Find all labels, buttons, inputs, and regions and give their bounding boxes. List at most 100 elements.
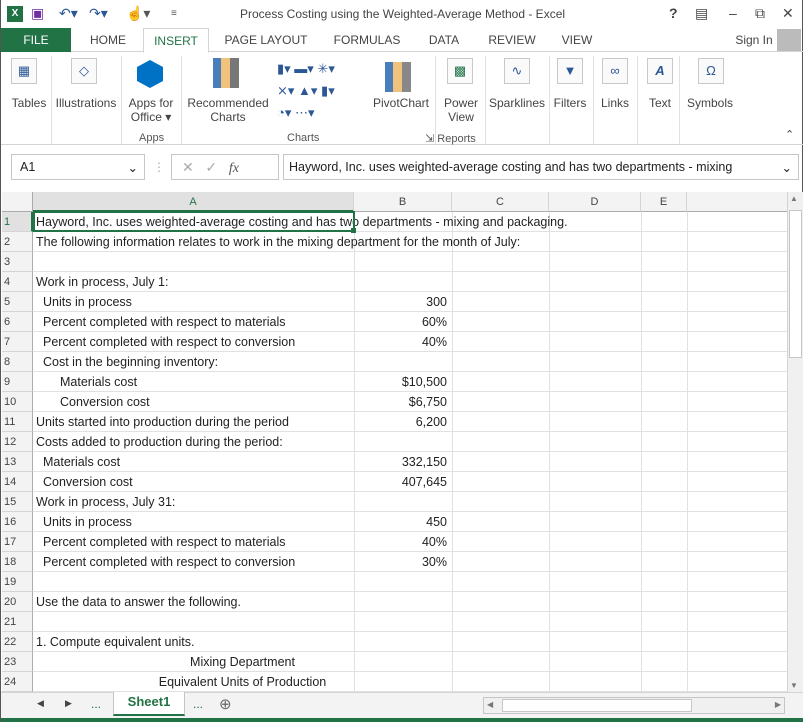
next-sheet-icon[interactable]: ▶ bbox=[65, 698, 72, 708]
undo-icon[interactable]: ↶▾ bbox=[59, 5, 78, 21]
cancel-icon[interactable]: ✕ bbox=[182, 159, 194, 175]
cell-a[interactable]: Equivalent Units of Production bbox=[158, 675, 327, 689]
row-header[interactable]: 10 bbox=[2, 392, 33, 412]
recommended-charts-button[interactable]: Recommended Charts bbox=[185, 96, 271, 124]
cell-b[interactable]: 60% bbox=[421, 315, 447, 329]
cell-a[interactable]: Units started into production during the… bbox=[36, 415, 289, 429]
cell-a[interactable]: The following information relates to wor… bbox=[36, 235, 521, 249]
more-sheets-left[interactable]: ... bbox=[91, 697, 102, 711]
sheet-tab-sheet1[interactable]: Sheet1 bbox=[113, 692, 185, 716]
illustrations-button[interactable]: Illustrations bbox=[55, 96, 117, 110]
splitter-icon[interactable]: ⋮ bbox=[153, 160, 165, 174]
cell-a[interactable]: 1. Compute equivalent units. bbox=[36, 635, 195, 649]
column-header-a[interactable]: A bbox=[33, 192, 354, 212]
column-header-e[interactable]: E bbox=[641, 192, 687, 212]
row-header[interactable]: 7 bbox=[2, 332, 33, 352]
minimize-icon[interactable]: – bbox=[729, 5, 737, 21]
cell-a[interactable]: Percent completed with respect to materi… bbox=[43, 315, 286, 329]
cell-b[interactable]: 6,200 bbox=[415, 415, 447, 429]
scroll-right-icon[interactable]: ▶ bbox=[774, 700, 781, 709]
cell-a[interactable]: Costs added to production during the per… bbox=[36, 435, 283, 449]
touch-mode-icon[interactable]: ☝▾ bbox=[126, 5, 151, 21]
cell-b[interactable]: 332,150 bbox=[401, 455, 447, 469]
cell-a[interactable]: Units in process bbox=[43, 295, 132, 309]
row-header[interactable]: 5 bbox=[2, 292, 33, 312]
select-all-button[interactable] bbox=[2, 192, 33, 212]
close-icon[interactable]: ✕ bbox=[782, 5, 794, 21]
row-header[interactable]: 8 bbox=[2, 352, 33, 372]
row-header[interactable]: 14 bbox=[2, 472, 33, 492]
cell-a[interactable]: Materials cost bbox=[60, 375, 138, 389]
vertical-scroll-thumb[interactable] bbox=[789, 210, 802, 358]
row-header[interactable]: 9 bbox=[2, 372, 33, 392]
row-header[interactable]: 4 bbox=[2, 272, 33, 292]
text-button[interactable]: Text bbox=[648, 96, 671, 110]
redo-icon[interactable]: ↷▾ bbox=[89, 5, 108, 21]
cell-b[interactable]: $6,750 bbox=[408, 395, 447, 409]
tab-review[interactable]: REVIEW bbox=[488, 33, 536, 47]
cell-a[interactable]: Work in process, July 31: bbox=[36, 495, 176, 509]
tab-home[interactable]: HOME bbox=[90, 33, 126, 47]
customize-qat-icon[interactable]: ≡ bbox=[171, 8, 177, 19]
save-icon[interactable]: ▣ bbox=[31, 5, 45, 21]
ribbon-display-icon[interactable]: ▤ bbox=[695, 5, 709, 21]
cell-a[interactable]: Units in process bbox=[43, 515, 132, 529]
cell-b[interactable]: 40% bbox=[421, 535, 447, 549]
filters-button[interactable]: Filters bbox=[553, 96, 587, 110]
row-header[interactable]: 6 bbox=[2, 312, 33, 332]
row-header[interactable]: 18 bbox=[2, 552, 33, 572]
pivotchart-button[interactable]: PivotChart bbox=[372, 96, 430, 110]
prev-sheet-icon[interactable]: ◀ bbox=[37, 698, 44, 708]
row-header[interactable]: 17 bbox=[2, 532, 33, 552]
row-header[interactable]: 16 bbox=[2, 512, 33, 532]
active-cell-a1[interactable] bbox=[33, 211, 355, 232]
chevron-down-icon[interactable]: ⌄ bbox=[127, 161, 138, 175]
tab-insert[interactable]: INSERT bbox=[143, 28, 209, 53]
scroll-up-icon[interactable]: ▲ bbox=[790, 194, 798, 203]
row-header[interactable]: 12 bbox=[2, 432, 33, 452]
cell-a[interactable]: Use the data to answer the following. bbox=[36, 595, 241, 609]
cell-b[interactable]: 407,645 bbox=[401, 475, 447, 489]
scroll-down-icon[interactable]: ▼ bbox=[790, 681, 798, 690]
cell-b[interactable]: 450 bbox=[426, 515, 447, 529]
cell-b[interactable]: $10,500 bbox=[401, 375, 447, 389]
cell-a[interactable]: Mixing Department bbox=[190, 655, 295, 669]
symbols-button[interactable]: Symbols bbox=[686, 96, 733, 110]
enter-icon[interactable]: ✓ bbox=[205, 159, 218, 175]
column-header-c[interactable]: C bbox=[452, 192, 549, 212]
chart-types-icon[interactable]: ▮▾ ▬▾ ✳▾ ⨯▾ ▲▾ ▮▾ ◔▾ ⋯▾ bbox=[277, 61, 335, 120]
cell-a[interactable]: Percent completed with respect to materi… bbox=[43, 535, 286, 549]
sparklines-button[interactable]: Sparklines bbox=[488, 96, 546, 110]
tables-button[interactable]: Tables bbox=[11, 96, 47, 110]
tab-page-layout[interactable]: PAGE LAYOUT bbox=[224, 33, 308, 47]
tab-data[interactable]: DATA bbox=[428, 33, 460, 47]
tab-formulas[interactable]: FORMULAS bbox=[333, 33, 401, 47]
scroll-left-icon[interactable]: ◀ bbox=[487, 700, 494, 709]
tab-file[interactable]: FILE bbox=[1, 28, 71, 52]
expand-formula-icon[interactable]: ⌄ bbox=[781, 160, 792, 175]
row-header[interactable]: 15 bbox=[2, 492, 33, 512]
horizontal-scroll-thumb[interactable] bbox=[502, 699, 692, 712]
row-header[interactable]: 19 bbox=[2, 572, 33, 592]
cell-b[interactable]: 30% bbox=[421, 555, 447, 569]
avatar[interactable] bbox=[777, 29, 801, 51]
horizontal-scrollbar[interactable]: ◀ ▶ bbox=[483, 697, 785, 714]
row-header[interactable]: 23 bbox=[2, 652, 33, 672]
row-header[interactable]: 20 bbox=[2, 592, 33, 612]
cell-a[interactable]: Conversion cost bbox=[60, 395, 150, 409]
restore-icon[interactable]: ⧉ bbox=[755, 5, 765, 21]
row-header[interactable]: 2 bbox=[2, 232, 33, 252]
links-button[interactable]: Links bbox=[600, 96, 629, 110]
cell-a[interactable]: Hayword, Inc. uses weighted-average cost… bbox=[36, 215, 568, 229]
column-header-b[interactable]: B bbox=[354, 192, 452, 212]
row-header[interactable]: 21 bbox=[2, 612, 33, 632]
new-sheet-icon[interactable]: ⊕ bbox=[219, 696, 232, 713]
cell-b[interactable]: 40% bbox=[421, 335, 447, 349]
row-header[interactable]: 1 bbox=[2, 212, 33, 232]
tab-view[interactable]: VIEW bbox=[561, 33, 593, 47]
collapse-ribbon-icon[interactable]: ⌃ bbox=[785, 129, 795, 141]
power-view-button[interactable]: Power View bbox=[441, 96, 481, 124]
row-header[interactable]: 11 bbox=[2, 412, 33, 432]
vertical-scrollbar[interactable]: ▲ ▼ bbox=[787, 192, 803, 692]
row-header[interactable]: 22 bbox=[2, 632, 33, 652]
